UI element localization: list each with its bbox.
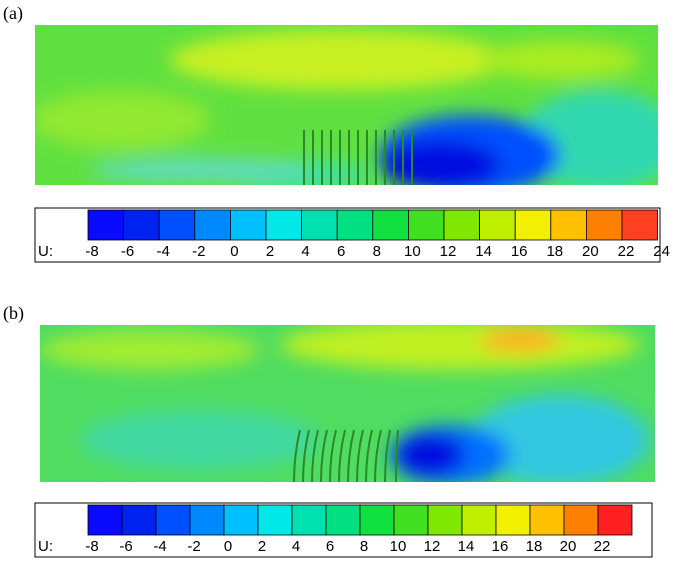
colorbar-cell [223, 504, 259, 536]
colorbar-tick-label: 10 [404, 243, 421, 260]
colorbar-cell [359, 504, 395, 536]
colorbar-tick-label: 14 [475, 243, 492, 260]
colorbar-cell [461, 504, 497, 536]
colorbar-tick-label: -8 [85, 538, 98, 555]
colorbar-cell [586, 209, 623, 241]
colorbar-label: U: [38, 538, 53, 555]
colorbar-cell [621, 209, 658, 241]
colorbar-tick-label: -4 [153, 538, 166, 555]
colorbar-tick-label: 20 [582, 243, 599, 260]
colorbar-tick-label: 0 [224, 538, 232, 555]
colorbar-cell [529, 504, 565, 536]
colorbar-tick-label: 20 [560, 538, 577, 555]
colorbar-cell [550, 209, 587, 241]
colorbar-tick-label: 22 [594, 538, 611, 555]
colorbar-cell [194, 209, 231, 241]
colorbar-tick-label: 6 [337, 243, 345, 260]
colorbar-tick-label: -6 [121, 243, 134, 260]
colorbar-cell [336, 209, 374, 241]
colorbar-tick-label: 2 [258, 538, 266, 555]
colorbar-tick-label: 2 [266, 243, 274, 260]
colorbar-cell [229, 209, 267, 241]
colorbar-tick-label: 8 [360, 538, 368, 555]
colorbar-tick-label: 4 [292, 538, 300, 555]
colorbar-frame [34, 502, 653, 558]
colorbar-label: U: [38, 243, 53, 260]
colorbar-tick-label: -2 [187, 538, 200, 555]
colorbar-tick-label: -6 [119, 538, 132, 555]
colorbar-cell [291, 504, 327, 536]
colorbar-cell [393, 504, 429, 536]
velocity-field [35, 25, 658, 185]
colorbar-cell [265, 209, 302, 241]
colorbar-tick-label: 12 [424, 538, 441, 555]
colorbar-tick-label: 4 [301, 243, 309, 260]
colorbar-cell [189, 504, 225, 536]
colorbar-cell [257, 504, 293, 536]
colorbar-tick-label: 12 [440, 243, 457, 260]
colorbar-tick-label: 0 [230, 243, 238, 260]
panel-label: (a) [3, 3, 23, 24]
colorbar-cell [427, 504, 463, 536]
colorbar-tick-label: -4 [157, 243, 170, 260]
colorbar-tick-label: 8 [373, 243, 381, 260]
colorbar-tick-label: 6 [326, 538, 334, 555]
colorbar-tick-label: 16 [492, 538, 509, 555]
colorbar-tick-label: 10 [390, 538, 407, 555]
colorbar-frame [34, 207, 661, 263]
panel-label: (b) [3, 303, 24, 324]
colorbar-cell [479, 209, 516, 241]
colorbar-tick-label: 18 [546, 243, 563, 260]
colorbar-cell [87, 504, 123, 536]
colorbar-tick-label: 14 [458, 538, 475, 555]
colorbar-cell [563, 504, 599, 536]
colorbar-cell [121, 504, 157, 536]
colorbar-cell [514, 209, 552, 241]
colorbar-cell [407, 209, 445, 241]
colorbar-cell [158, 209, 196, 241]
colorbar-tick-label: 24 [653, 243, 670, 260]
colorbar-cell [87, 209, 124, 241]
velocity-field [40, 325, 655, 482]
colorbar-cell [123, 209, 160, 241]
colorbar-tick-label: -8 [85, 243, 98, 260]
colorbar-tick-label: -2 [192, 243, 205, 260]
colorbar-tick-label: 22 [618, 243, 635, 260]
colorbar-cell [372, 209, 409, 241]
colorbar-cell [597, 504, 633, 536]
colorbar-tick-label: 16 [511, 243, 528, 260]
colorbar-tick-label: 18 [526, 538, 543, 555]
colorbar-cell [495, 504, 531, 536]
colorbar-cell [325, 504, 361, 536]
colorbar-cell [443, 209, 480, 241]
colorbar-cell [155, 504, 191, 536]
colorbar-cell [301, 209, 338, 241]
